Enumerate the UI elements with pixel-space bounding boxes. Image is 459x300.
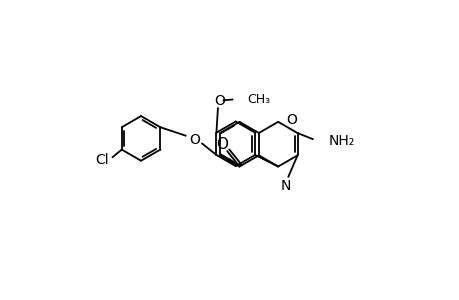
Text: Cl: Cl <box>95 153 109 167</box>
Text: NH₂: NH₂ <box>328 134 354 148</box>
Text: O: O <box>216 137 228 152</box>
Text: O: O <box>213 94 224 108</box>
Text: CH₃: CH₃ <box>246 93 270 106</box>
Text: N: N <box>280 179 291 193</box>
Text: O: O <box>285 113 296 127</box>
Text: O: O <box>189 133 200 147</box>
